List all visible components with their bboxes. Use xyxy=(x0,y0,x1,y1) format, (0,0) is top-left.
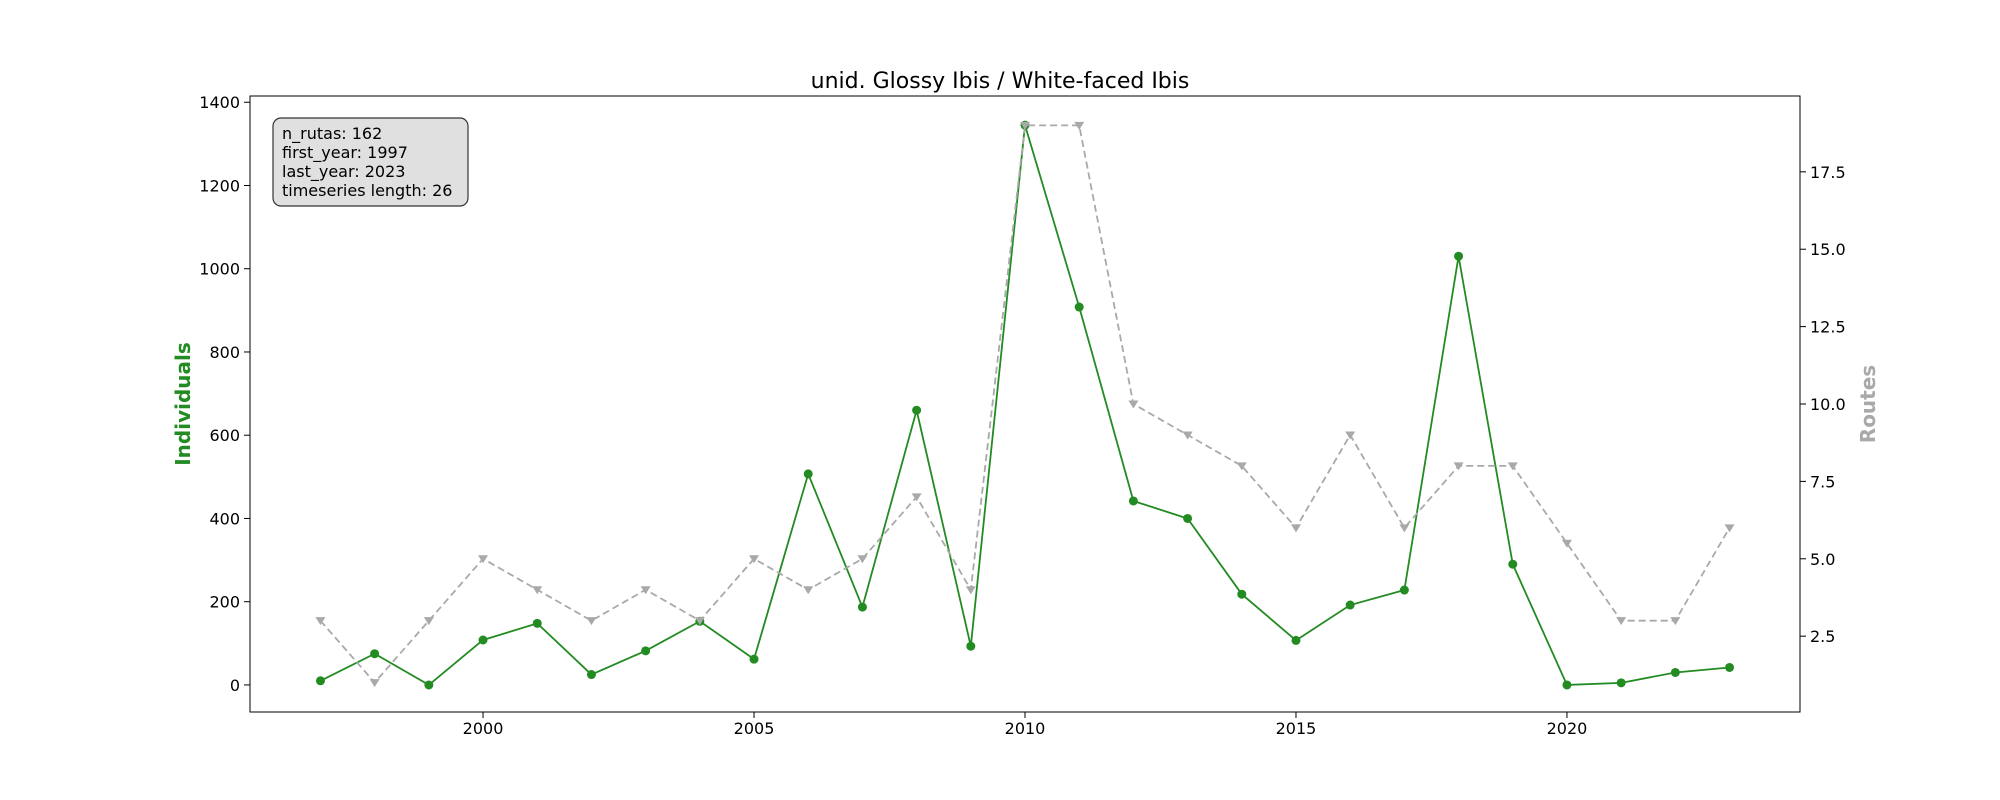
routes-data-point xyxy=(1236,462,1247,471)
routes-data-point xyxy=(532,586,543,595)
routes-data-point xyxy=(965,586,976,595)
routes-data-point xyxy=(911,493,922,502)
individuals-data-point xyxy=(1725,662,1735,672)
individuals-series-line xyxy=(320,124,1730,687)
info-box-line: timeseries length: 26 xyxy=(282,181,452,200)
routes-data-point xyxy=(1020,121,1030,130)
routes-data-point xyxy=(1670,617,1681,626)
chart-title: unid. Glossy Ibis / White-faced Ibis xyxy=(811,69,1190,94)
individuals-data-point xyxy=(1128,496,1138,506)
individuals-data-point xyxy=(1616,678,1626,688)
y-axis-label-routes: Routes xyxy=(1856,365,1880,443)
individuals-data-point xyxy=(1508,559,1518,569)
y-axis-label-individuals: Individuals xyxy=(171,342,195,466)
y-tick-label: 0 xyxy=(230,676,240,695)
individuals-data-point xyxy=(532,618,542,628)
info-box-line: last_year: 2023 xyxy=(282,162,405,182)
individuals-data-point xyxy=(1345,600,1355,610)
individuals-data-point xyxy=(1670,667,1680,677)
y-tick-label: 1200 xyxy=(199,176,240,195)
routes-data-point xyxy=(1074,121,1085,130)
routes-data-point xyxy=(478,555,489,564)
y2-tick-label: 12.5 xyxy=(1810,318,1846,337)
y2-tick-label: 15.0 xyxy=(1810,240,1846,259)
routes-data-point xyxy=(315,617,326,626)
routes-data-point xyxy=(1345,431,1356,440)
routes-data-point xyxy=(1182,431,1193,440)
info-box: n_rutas: 162 first_year: 1997 last_year:… xyxy=(272,117,469,207)
y2-tick-label: 7.5 xyxy=(1810,472,1835,491)
y2-tick-label: 17.5 xyxy=(1810,163,1846,182)
individuals-data-point xyxy=(478,635,488,645)
routes-data-point xyxy=(1128,400,1139,409)
routes-data-point xyxy=(749,555,760,564)
individuals-data-point xyxy=(857,602,867,612)
routes-data-point xyxy=(1290,524,1301,533)
individuals-data-point xyxy=(641,646,651,656)
routes-data-point xyxy=(803,586,814,595)
individuals-data-point xyxy=(749,654,759,664)
routes-data-point xyxy=(423,617,434,626)
individuals-data-point xyxy=(315,676,325,686)
individuals-data-point xyxy=(1399,585,1409,595)
y-tick-label: 200 xyxy=(209,593,240,612)
individuals-data-point xyxy=(1562,680,1572,690)
routes-data-point xyxy=(857,555,868,564)
routes-data-point xyxy=(369,679,380,688)
y2-tick-label: 10.0 xyxy=(1810,395,1846,414)
individuals-data-point xyxy=(1183,513,1193,523)
routes-data-point xyxy=(1453,462,1464,471)
x-tick-label: 2000 xyxy=(463,719,504,738)
y2-tick-label: 2.5 xyxy=(1810,627,1835,646)
individuals-data-point xyxy=(1291,635,1301,645)
routes-data-point xyxy=(1724,524,1735,533)
individuals-data-point xyxy=(803,469,813,479)
routes-data-point xyxy=(1399,524,1410,533)
y-tick-label: 1400 xyxy=(199,93,240,112)
plot-frame xyxy=(249,95,1801,713)
individuals-data-point xyxy=(586,670,596,680)
routes-series-line xyxy=(319,124,1731,684)
routes-data-point xyxy=(1561,539,1572,548)
individuals-data-point xyxy=(1237,589,1247,599)
individuals-data-point xyxy=(370,649,380,659)
routes-data-point xyxy=(1616,617,1627,626)
info-box-line: first_year: 1997 xyxy=(282,143,408,163)
individuals-data-point xyxy=(1074,302,1084,312)
y-tick-label: 1000 xyxy=(199,260,240,279)
x-tick-label: 2010 xyxy=(1005,719,1046,738)
routes-data-point xyxy=(694,617,705,626)
y2-tick-label: 5.0 xyxy=(1810,550,1835,569)
individuals-data-point xyxy=(912,405,922,415)
x-tick-label: 2015 xyxy=(1276,719,1317,738)
y-tick-label: 400 xyxy=(209,509,240,528)
individuals-data-point xyxy=(1454,251,1464,261)
info-box-background xyxy=(272,117,469,207)
y-tick-label: 600 xyxy=(209,426,240,445)
individuals-data-point xyxy=(424,680,434,690)
routes-data-point xyxy=(1507,462,1518,471)
info-box-line: n_rutas: 162 xyxy=(282,124,382,144)
x-tick-label: 2005 xyxy=(734,719,775,738)
plot-area: 2000 2005 2010 2015 2020 0 200 400 600 800 1000 120… xyxy=(199,93,1845,738)
individuals-data-point xyxy=(966,641,976,651)
y-tick-label: 800 xyxy=(209,343,240,362)
routes-data-point xyxy=(586,617,597,626)
routes-data-point xyxy=(640,586,651,595)
x-tick-label: 2020 xyxy=(1547,719,1588,738)
